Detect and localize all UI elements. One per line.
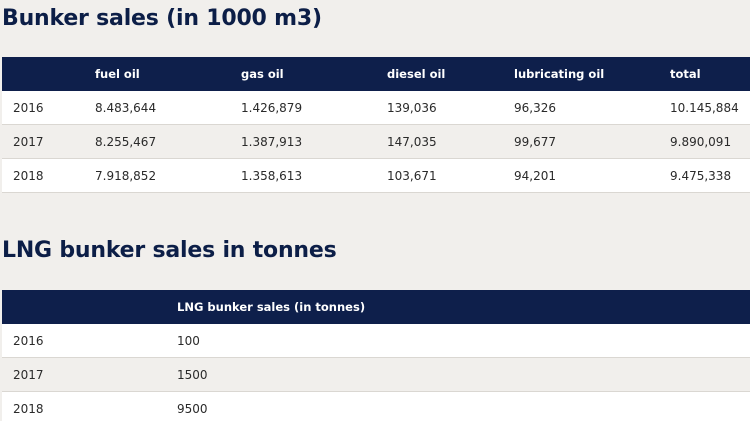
header-total: total (670, 57, 750, 91)
header-lng-bunker-sales: LNG bunker sales (in tonnes) (177, 290, 750, 324)
cell-year: 2017 (2, 124, 95, 159)
table-row: 2016 100 (2, 324, 750, 358)
cell-fuel-oil: 8.483,644 (95, 91, 241, 125)
cell-lng-sales: 100 (177, 324, 750, 358)
cell-year: 2018 (2, 158, 95, 193)
table-header-row: LNG bunker sales (in tonnes) (2, 290, 750, 324)
header-lubricating-oil: lubricating oil (514, 57, 670, 91)
cell-diesel-oil: 139,036 (387, 91, 514, 125)
table-row: 2016 8.483,644 1.426,879 139,036 96,326 … (2, 91, 750, 125)
cell-diesel-oil: 147,035 (387, 124, 514, 159)
cell-lng-sales: 1500 (177, 357, 750, 392)
table-row: 2018 9500 (2, 391, 750, 421)
cell-lng-sales: 9500 (177, 391, 750, 421)
lng-bunker-sales-table: LNG bunker sales (in tonnes) 2016 100 20… (2, 290, 750, 421)
cell-lubricating-oil: 99,677 (514, 124, 670, 159)
cell-total: 10.145,884 (670, 91, 750, 125)
lng-bunker-sales-title: LNG bunker sales in tonnes (2, 238, 337, 263)
table-row: 2017 1500 (2, 357, 750, 392)
table-header-row: fuel oil gas oil diesel oil lubricating … (2, 57, 750, 91)
cell-diesel-oil: 103,671 (387, 158, 514, 193)
cell-year: 2017 (2, 357, 177, 392)
header-diesel-oil: diesel oil (387, 57, 514, 91)
cell-fuel-oil: 7.918,852 (95, 158, 241, 193)
header-year (2, 290, 177, 324)
cell-year: 2016 (2, 324, 177, 358)
cell-total: 9.475,338 (670, 158, 750, 193)
table-row: 2018 7.918,852 1.358,613 103,671 94,201 … (2, 158, 750, 193)
cell-year: 2016 (2, 91, 95, 125)
cell-lubricating-oil: 96,326 (514, 91, 670, 125)
header-gas-oil: gas oil (241, 57, 387, 91)
cell-total: 9.890,091 (670, 124, 750, 159)
cell-gas-oil: 1.426,879 (241, 91, 387, 125)
cell-gas-oil: 1.358,613 (241, 158, 387, 193)
cell-fuel-oil: 8.255,467 (95, 124, 241, 159)
cell-lubricating-oil: 94,201 (514, 158, 670, 193)
bunker-sales-table: fuel oil gas oil diesel oil lubricating … (2, 57, 750, 193)
table-row: 2017 8.255,467 1.387,913 147,035 99,677 … (2, 124, 750, 159)
bunker-sales-title: Bunker sales (in 1000 m3) (2, 6, 322, 31)
header-year (2, 57, 95, 91)
cell-year: 2018 (2, 391, 177, 421)
header-fuel-oil: fuel oil (95, 57, 241, 91)
cell-gas-oil: 1.387,913 (241, 124, 387, 159)
